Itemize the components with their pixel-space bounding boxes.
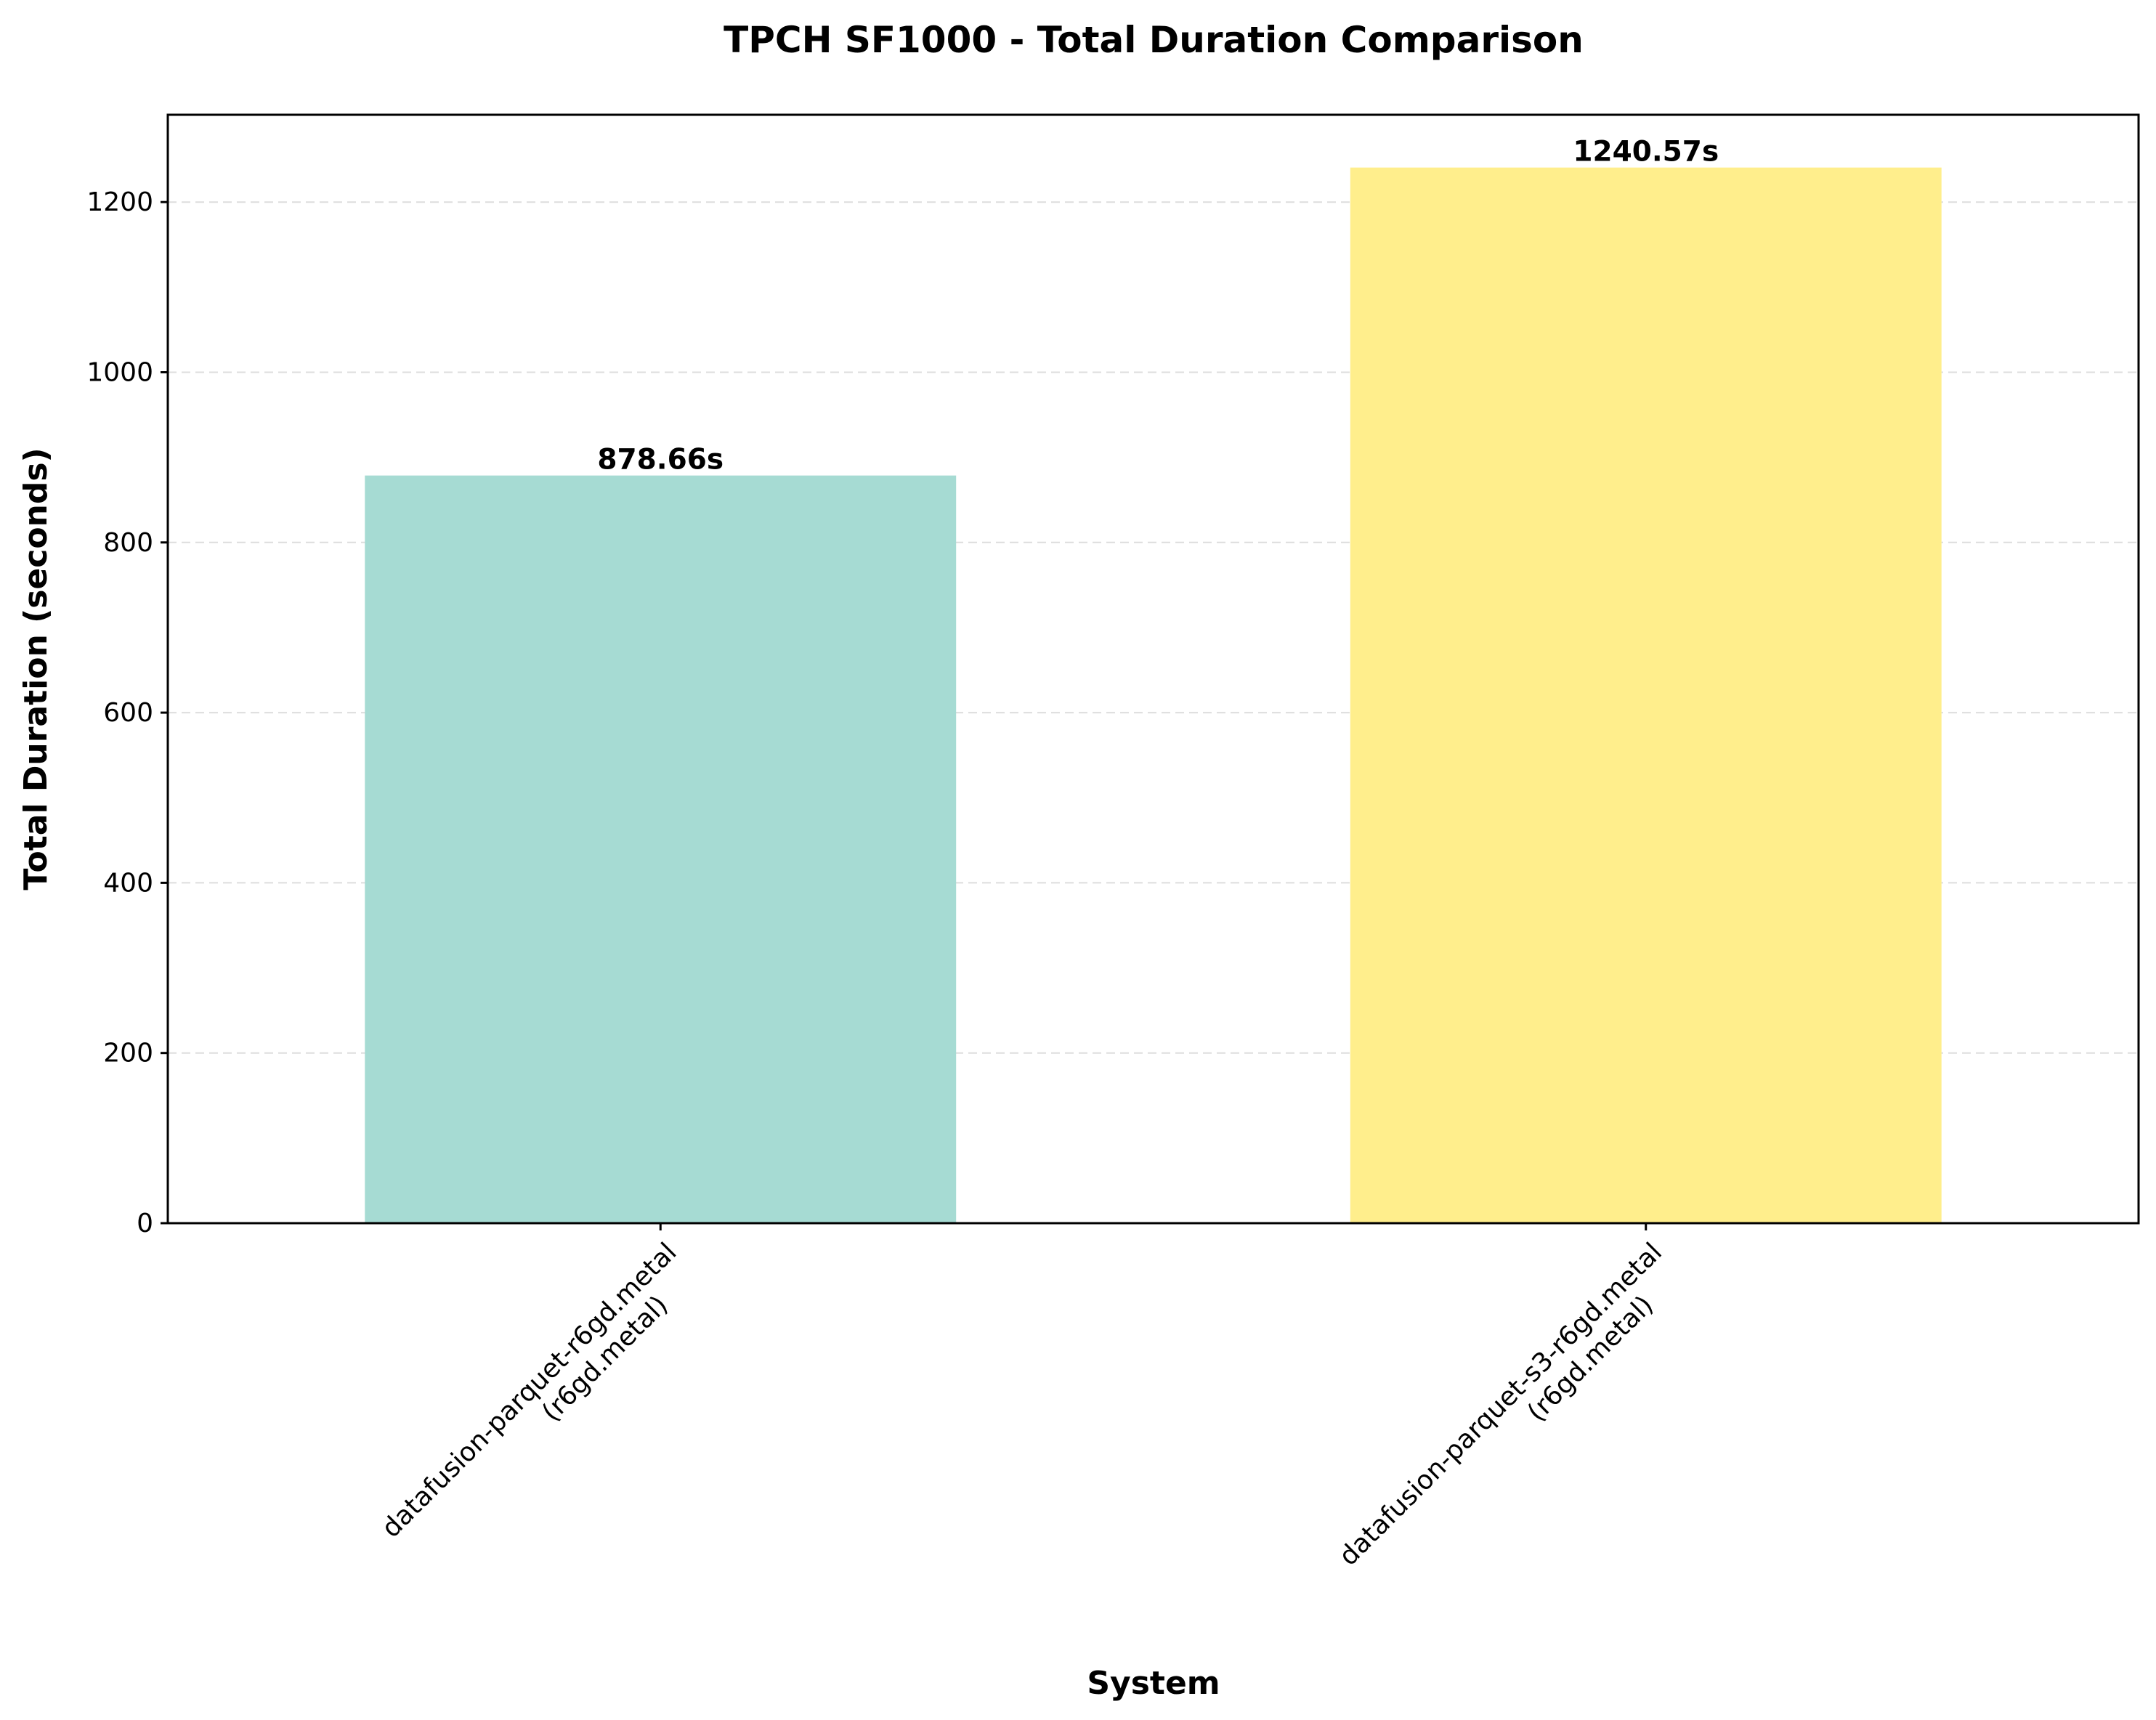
- y-tick-label: 200: [103, 1039, 153, 1068]
- y-axis-ticks: 0 200 400 600 800 1000 1200: [86, 187, 168, 1238]
- chart-title: TPCH SF1000 - Total Duration Comparison: [724, 19, 1584, 61]
- plot-frame: [166, 113, 2140, 1225]
- y-tick-label: 0: [137, 1209, 153, 1238]
- x-tick-label-line: datafusion-parquet-r6gd.metal: [376, 1237, 683, 1543]
- bar: [1350, 167, 1942, 1223]
- x-axis-ticks: datafusion-parquet-r6gd.metal(r6gd.metal…: [376, 1223, 1690, 1594]
- y-tick-label: 800: [103, 528, 153, 558]
- bar-value-label: 878.66s: [597, 444, 724, 476]
- x-tick-label: datafusion-parquet-r6gd.metal(r6gd.metal…: [376, 1237, 705, 1565]
- y-tick-label: 1000: [86, 357, 153, 387]
- y-axis-label: Total Duration (seconds): [17, 447, 54, 890]
- data-labels: 878.66s 1240.57s: [597, 136, 1719, 476]
- grid-lines: [168, 201, 2139, 1054]
- y-tick-label: 1200: [86, 187, 153, 217]
- bars: [365, 167, 1942, 1224]
- x-tick-label: datafusion-parquet-s3-r6gd.metal(r6gd.me…: [1334, 1237, 1690, 1594]
- y-tick-label: 400: [103, 868, 153, 898]
- x-axis-label: System: [1087, 1665, 1220, 1702]
- bar-value-label: 1240.57s: [1573, 136, 1719, 169]
- bar: [365, 475, 957, 1224]
- y-tick-label: 600: [103, 698, 153, 728]
- x-tick-label-line: datafusion-parquet-s3-r6gd.metal: [1334, 1237, 1668, 1571]
